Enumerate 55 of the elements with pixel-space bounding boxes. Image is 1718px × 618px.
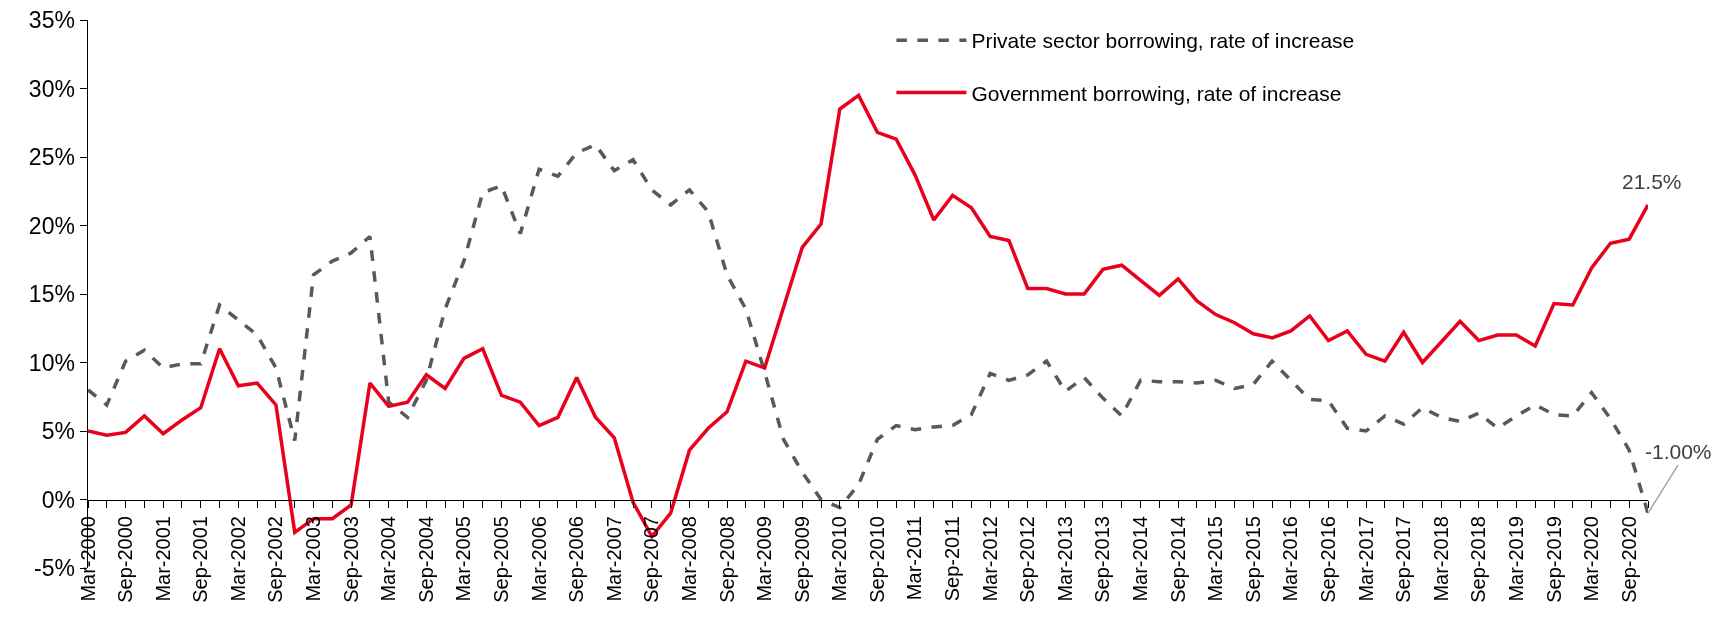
x-tick-label: Mar-2005 xyxy=(452,516,475,602)
x-tick-label: Mar-2002 xyxy=(226,516,249,602)
x-tick-label: Mar-2008 xyxy=(677,516,700,602)
x-tick-label: Sep-2004 xyxy=(414,516,437,603)
x-tick-label: Mar-2010 xyxy=(828,516,851,602)
x-tick-label: Sep-2013 xyxy=(1091,516,1114,603)
y-tick-label: -5% xyxy=(33,555,75,582)
y-tick-label: 30% xyxy=(28,75,75,102)
x-tick-label: Mar-2006 xyxy=(527,516,550,602)
x-tick-label: Mar-2012 xyxy=(978,516,1001,602)
x-tick-label: Mar-2015 xyxy=(1204,516,1227,602)
x-tick-label: Sep-2015 xyxy=(1241,516,1264,603)
y-tick-label: 25% xyxy=(28,144,75,171)
x-tick-label: Sep-2009 xyxy=(790,516,813,603)
x-tick-label: Sep-2005 xyxy=(489,516,512,603)
x-tick-label: Mar-2013 xyxy=(1053,516,1076,602)
x-tick-label: Mar-2016 xyxy=(1279,516,1302,602)
x-tick-label: Mar-2007 xyxy=(602,516,625,602)
x-tick-label: Mar-2001 xyxy=(151,516,174,602)
x-tick-label: Sep-2008 xyxy=(715,516,738,603)
x-tick-label: Sep-2003 xyxy=(339,516,362,603)
x-tick-label: Sep-2007 xyxy=(640,516,663,603)
x-tick-label: Sep-2014 xyxy=(1166,516,1189,603)
x-tick-label: Mar-2009 xyxy=(753,516,776,602)
x-tick-label: Sep-2012 xyxy=(1016,516,1039,603)
x-tick-label: Sep-2017 xyxy=(1392,516,1415,603)
x-tick-label: Mar-2018 xyxy=(1429,516,1452,602)
y-tick-label: 20% xyxy=(28,212,75,239)
data-label: -1.00% xyxy=(1645,440,1712,463)
x-tick-label: Mar-2000 xyxy=(76,516,99,602)
x-tick-label: Mar-2020 xyxy=(1580,516,1603,602)
x-tick-label: Sep-2006 xyxy=(565,516,588,603)
x-tick-label: Sep-2010 xyxy=(865,516,888,603)
y-tick-label: 15% xyxy=(28,281,75,308)
x-tick-label: Mar-2004 xyxy=(377,516,400,602)
x-tick-label: Sep-2018 xyxy=(1467,516,1490,603)
x-tick-label: Mar-2011 xyxy=(903,516,926,601)
x-tick-label: Mar-2003 xyxy=(302,516,325,602)
y-tick-label: 10% xyxy=(28,349,75,376)
x-tick-label: Sep-2001 xyxy=(189,516,212,603)
x-tick-label: Mar-2017 xyxy=(1354,516,1377,602)
x-tick-label: Sep-2019 xyxy=(1542,516,1565,603)
x-tick-label: Sep-2011 xyxy=(941,516,964,602)
x-tick-label: Sep-2016 xyxy=(1316,516,1339,603)
legend-label: Government borrowing, rate of increase xyxy=(971,81,1342,105)
y-tick-label: 35% xyxy=(28,7,75,34)
data-label: 21.5% xyxy=(1622,170,1682,193)
y-tick-label: 5% xyxy=(41,418,75,445)
x-tick-label: Sep-2020 xyxy=(1617,516,1640,603)
legend-label: Private sector borrowing, rate of increase xyxy=(971,29,1355,53)
x-tick-label: Mar-2019 xyxy=(1504,516,1527,602)
y-tick-label: 0% xyxy=(41,486,75,513)
x-tick-label: Sep-2000 xyxy=(114,516,137,603)
x-tick-label: Mar-2014 xyxy=(1129,516,1152,602)
x-tick-label: Sep-2002 xyxy=(264,516,287,603)
